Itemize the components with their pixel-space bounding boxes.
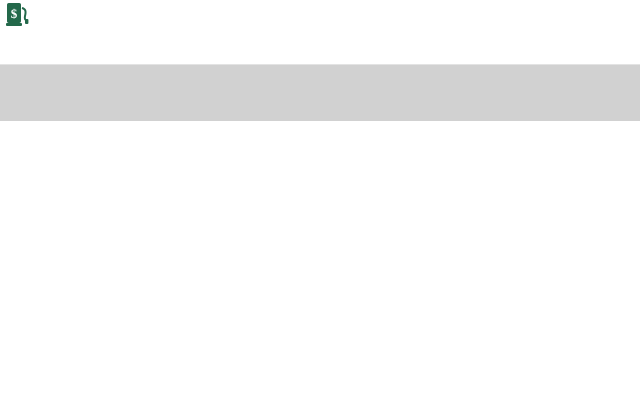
label-column-header [0,30,130,64]
header: $ [0,0,640,30]
oil-price-widget: $ [0,0,640,121]
footer [0,65,640,121]
fuel-pump-dollar-icon: $ [5,2,29,28]
price-table [0,30,640,65]
svg-text:$: $ [11,6,18,21]
brand-logo-row [0,30,640,65]
